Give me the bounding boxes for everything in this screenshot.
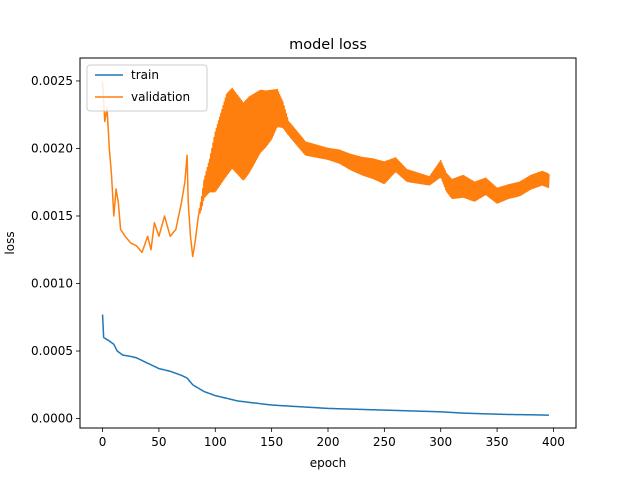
series-layer [101,80,550,416]
x-tick-label: 50 [151,435,166,449]
x-axis-label: epoch [310,456,347,470]
x-tick-label: 0 [99,435,107,449]
x-tick-label: 200 [317,435,340,449]
legend-box [86,64,208,112]
series-line-validation [101,80,550,258]
y-tick-label: 0.0005 [31,344,73,358]
y-axis-ticks: 0.0000 0.0005 0.0010 0.0015 0.0020 0.0025 [31,74,80,426]
x-tick-label: 300 [429,435,452,449]
x-tick-label: 400 [542,435,565,449]
y-tick-label: 0.0020 [31,141,73,155]
legend: train validation [86,64,208,112]
y-tick-label: 0.0025 [31,74,73,88]
x-tick-label: 150 [260,435,283,449]
y-tick-label: 0.0015 [31,209,73,223]
x-tick-label: 250 [373,435,396,449]
legend-label-validation: validation [131,90,190,104]
y-tick-label: 0.0010 [31,277,73,291]
x-axis-ticks: 0 50 100 150 200 250 300 350 400 [99,428,565,449]
x-tick-label: 350 [486,435,509,449]
y-tick-label: 0.0000 [31,412,73,426]
legend-label-train: train [131,68,159,82]
chart-title: model loss [289,37,367,53]
y-axis-label: loss [3,231,17,254]
series-line-train [101,314,549,416]
x-tick-label: 100 [204,435,227,449]
